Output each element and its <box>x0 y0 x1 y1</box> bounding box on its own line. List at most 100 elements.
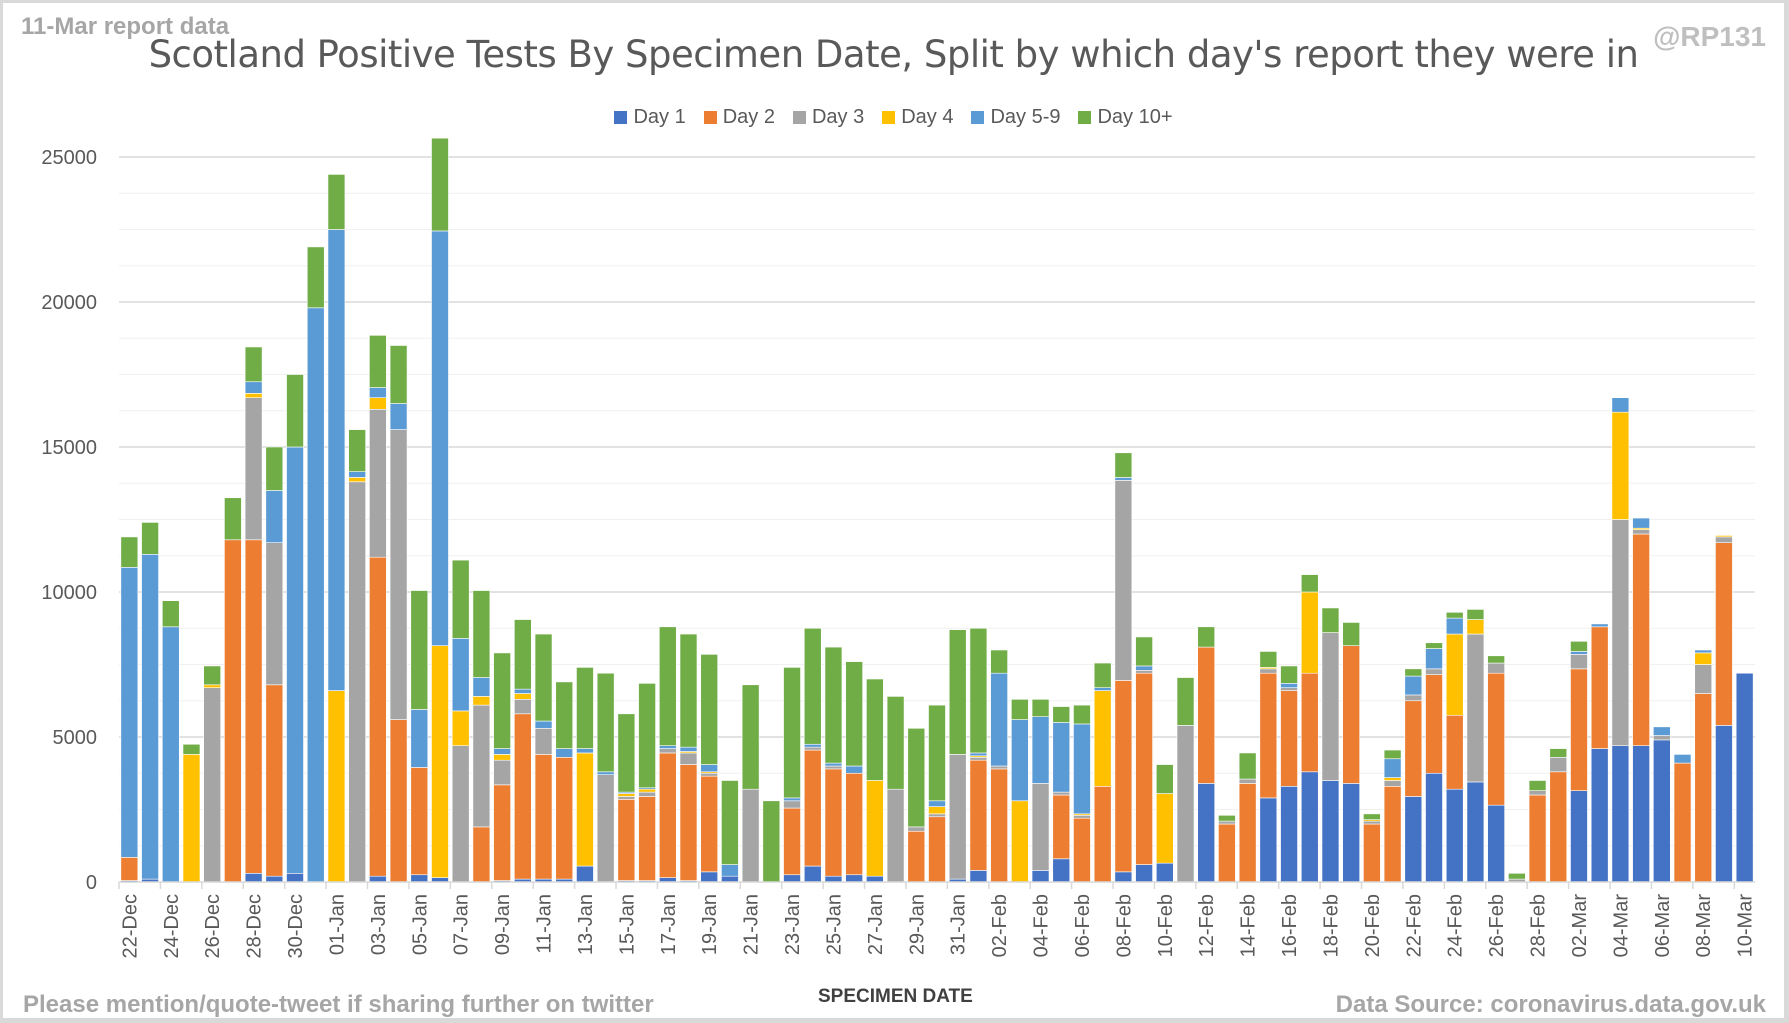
bar-segment-day-2 <box>1259 672 1278 799</box>
bar-segment-day-5-9 <box>1135 665 1153 671</box>
y-tick-label: 5000 <box>53 727 98 749</box>
bar-segment-day-4 <box>182 754 201 883</box>
x-tick-label: 22-Dec <box>119 894 141 958</box>
bar-segment-day-5-9 <box>1694 649 1713 654</box>
share-note: Please mention/quote-tweet if sharing fu… <box>23 991 654 1018</box>
x-tick-label: 24-Dec <box>161 894 183 958</box>
bar-segment-day-1 <box>866 875 884 883</box>
bar-segment-day-2 <box>1549 771 1568 883</box>
bar-segment-day-3 <box>803 746 822 751</box>
bar-segment-day-1 <box>286 872 304 883</box>
x-tick-label: 10-Mar <box>1735 894 1757 958</box>
bar-segment-day-3 <box>348 481 366 883</box>
bar-segment-day-3 <box>783 800 801 809</box>
bar-segment-day-2 <box>803 749 822 867</box>
bar-segment-day-4 <box>203 684 221 688</box>
bar-segment-day-3 <box>596 774 615 883</box>
bar-segment-day-2 <box>265 684 284 877</box>
x-tick-label: 19-Jan <box>699 894 721 955</box>
bar-segment-day-3 <box>369 408 387 558</box>
bar-segment-day-10- <box>1404 668 1423 677</box>
legend-item: Day 1 <box>614 106 686 129</box>
bar-segment-day-5-9 <box>824 762 843 767</box>
x-tick-label: 26-Dec <box>202 894 224 958</box>
bar-segment-day-5-9 <box>1280 683 1298 688</box>
bar-segment-day-5-9 <box>1632 517 1650 529</box>
bar-segment-day-2 <box>1632 533 1650 746</box>
bar-segment-day-2 <box>1135 672 1153 865</box>
bar-segment-day-2 <box>1363 823 1381 883</box>
bar-segment-day-2 <box>555 756 574 880</box>
bar-segment-day-4 <box>1383 777 1402 781</box>
bar-segment-day-1 <box>1632 745 1650 883</box>
bar-segment-day-2 <box>783 807 801 876</box>
bar-segment-day-4 <box>472 696 491 706</box>
bar-segment-day-10- <box>721 780 739 865</box>
bar-segment-day-3 <box>265 542 284 686</box>
bar-segment-day-2 <box>1114 680 1133 873</box>
bar-segment-day-3 <box>1259 668 1278 674</box>
bar-segment-day-5-9 <box>845 765 863 774</box>
bar-segment-day-3 <box>990 765 1008 770</box>
bar-segment-day-5-9 <box>120 567 139 858</box>
x-tick-label: 23-Jan <box>782 894 804 955</box>
bar-segment-day-5-9 <box>451 638 470 712</box>
x-tick-label: 12-Feb <box>1196 894 1218 957</box>
bar-segment-day-10- <box>1466 609 1485 620</box>
bar-segment-day-5-9 <box>721 864 739 877</box>
y-tick-label: 20000 <box>41 292 97 314</box>
bar-segment-day-10- <box>1197 626 1216 648</box>
bar-segment-day-10- <box>1093 662 1112 688</box>
legend-swatch <box>971 111 985 124</box>
bar-segment-day-10- <box>783 667 801 799</box>
bar-segment-day-10- <box>369 335 387 388</box>
bar-segment-day-10- <box>1156 764 1174 794</box>
x-tick-label: 01-Jan <box>326 894 348 955</box>
bar-segment-day-10- <box>514 619 532 690</box>
bar-segment-day-10- <box>1445 611 1464 619</box>
bar-segment-day-4 <box>576 752 594 867</box>
bar-segment-day-3 <box>389 429 408 720</box>
bar-segment-day-5-9 <box>700 764 718 773</box>
x-tick-label: 14-Feb <box>1238 894 1260 957</box>
bar-segment-day-3 <box>1570 654 1588 670</box>
bar-segment-day-10- <box>120 536 139 568</box>
bar-segment-day-4 <box>1093 690 1112 787</box>
bar-segment-day-10- <box>1363 813 1381 820</box>
x-tick-label: 11-Jan <box>534 894 556 954</box>
bar-segment-day-10- <box>493 652 511 749</box>
bar-segment-day-2 <box>1342 645 1360 784</box>
bar-segment-day-1 <box>1321 780 1340 883</box>
legend-item: Day 10+ <box>1078 106 1173 129</box>
x-tick-label: 05-Jan <box>409 894 431 955</box>
bar-segment-day-3 <box>948 754 967 880</box>
bar-segment-day-2 <box>1300 672 1319 773</box>
x-tick-label: 03-Jan <box>368 894 390 955</box>
bar-segment-day-4 <box>431 645 449 878</box>
legend-swatch <box>614 111 628 124</box>
bar-segment-day-4 <box>617 793 636 797</box>
x-tick-label: 28-Feb <box>1528 894 1550 957</box>
bar-segment-day-3 <box>1218 820 1236 825</box>
bar-segment-day-1 <box>803 865 822 883</box>
bar-segment-day-4 <box>493 754 511 761</box>
bar-segment-day-1 <box>1715 725 1733 883</box>
bar-segment-day-10- <box>1073 704 1091 725</box>
bar-segment-day-5-9 <box>1011 719 1029 802</box>
y-tick-label: 10000 <box>41 582 97 604</box>
bar-segment-day-1 <box>1653 739 1671 883</box>
bar-segment-day-10- <box>679 633 698 748</box>
bar-segment-day-10- <box>1342 622 1360 646</box>
bar-segment-day-3 <box>244 397 263 541</box>
bar-segment-day-10- <box>431 137 449 232</box>
x-tick-label: 18-Feb <box>1320 894 1342 957</box>
bar-segment-day-10- <box>1218 814 1236 822</box>
x-tick-label: 08-Feb <box>1113 894 1135 957</box>
bar-segment-day-4 <box>244 393 263 399</box>
bar-segment-day-5-9 <box>161 626 180 883</box>
bar-segment-day-5-9 <box>327 229 346 691</box>
bar-segment-day-3 <box>1694 664 1713 694</box>
bar-segment-day-2 <box>1404 700 1423 797</box>
bar-segment-day-10- <box>741 684 760 790</box>
legend-label: Day 10+ <box>1097 106 1173 128</box>
